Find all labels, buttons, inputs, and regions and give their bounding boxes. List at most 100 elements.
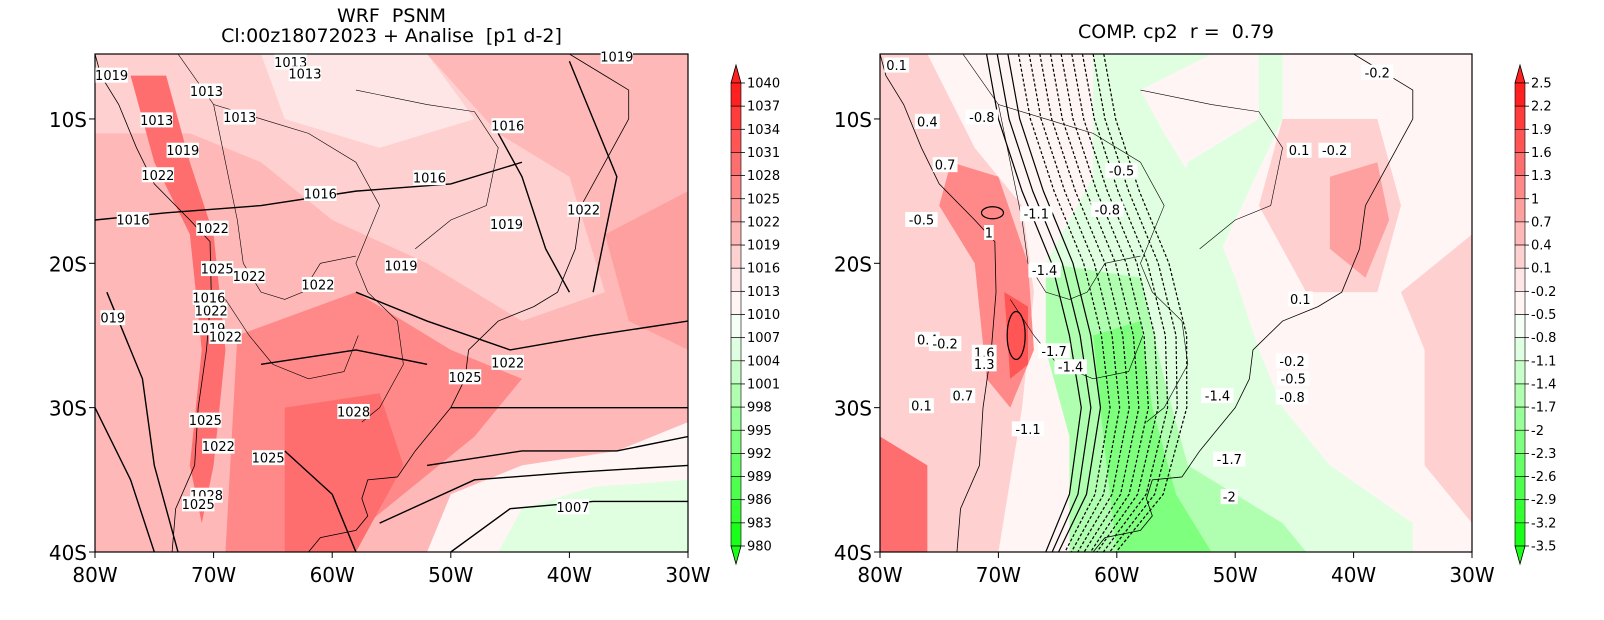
contour-label-bg	[971, 344, 997, 360]
contour-label-bg	[965, 109, 999, 125]
contour-line-0	[985, 54, 1082, 552]
contour-label: -0.2	[1279, 355, 1304, 370]
contour-ring-south	[1006, 310, 1026, 361]
colorbar-label: 995	[747, 424, 772, 439]
contour-label: 1013	[223, 111, 256, 126]
map-field	[95, 54, 688, 552]
contour-label: 1019	[600, 50, 633, 65]
contour-label-bg	[1361, 64, 1394, 80]
contour-line-7	[568, 60, 618, 293]
contour-label: 1022	[233, 270, 266, 285]
colorbar-segment	[1514, 522, 1526, 547]
contour-label-bg	[181, 496, 215, 512]
contour-label-bg	[189, 412, 222, 428]
colorbar-bottom-arrow	[1514, 545, 1526, 566]
contour-label-bg	[1275, 389, 1309, 405]
colorbar-label: -1.4	[1531, 377, 1556, 392]
colorbar-label: 1016	[747, 262, 780, 277]
colorbar-label: 1013	[747, 285, 780, 300]
colorbar-label: 1037	[747, 100, 780, 115]
contour-label-bg	[567, 201, 600, 217]
colorbar-label: 2.5	[1531, 77, 1552, 92]
contour-label: 1016	[304, 188, 337, 203]
colorbar-segment	[1514, 429, 1526, 454]
contour-label: 1022	[567, 203, 600, 218]
colorbar-segment	[730, 314, 742, 338]
contour-label-bg	[491, 354, 524, 370]
contour-line-7	[1060, 54, 1150, 552]
contour-label: 0.4	[917, 115, 938, 130]
contour-label: -0.8	[1095, 203, 1120, 218]
colorbar-segment	[1514, 244, 1526, 269]
field-positive-core	[1004, 292, 1028, 379]
border-line-3	[355, 89, 499, 250]
contour-label: 1016	[491, 120, 524, 135]
colorbar-segment	[730, 453, 742, 477]
contour-label-bg	[1054, 359, 1087, 375]
field-band-southeast-low	[498, 479, 688, 552]
contour-ring-north	[980, 206, 1005, 220]
colorbar-segment	[1514, 198, 1526, 223]
colorbar-segment	[730, 499, 742, 524]
contour-label-bg	[140, 112, 173, 128]
colorbar-segment	[730, 175, 742, 200]
colorbar-label: -2.3	[1531, 447, 1556, 462]
colorbar-label: 1028	[747, 169, 780, 184]
border-line-3	[1140, 89, 1283, 250]
contour-label-bg	[1028, 262, 1061, 278]
contour-label: -1.7	[1041, 345, 1066, 360]
contour-line-11	[1103, 54, 1188, 552]
contour-line-1	[996, 54, 1092, 552]
colorbar-segment	[730, 129, 742, 153]
colorbar-segment	[1514, 476, 1526, 500]
contour-label: 1025	[252, 452, 285, 467]
colorbar-label: 983	[747, 516, 772, 531]
left-title-line1: WRF PSNM	[336, 5, 447, 27]
contour-label: 1016	[192, 291, 225, 306]
lat-tick-label: 30S	[834, 397, 872, 421]
contour-label-bg	[1091, 201, 1124, 217]
contour-line-3	[1017, 54, 1111, 552]
colorbar-segment	[730, 244, 742, 269]
left-title-line2: Cl:00z18072023 + Analise [p1 d-2]	[221, 25, 562, 47]
lon-tick-label: 80W	[72, 563, 117, 587]
coastline-east	[308, 54, 630, 552]
contour-label: -1.1	[1015, 423, 1040, 438]
contour-label: 1019	[490, 218, 523, 233]
right-map-panel: COMP. cp2 r = 0.79 0.1 -0.2 0.4 -0.8 0.1 -0.2…	[800, 0, 1604, 620]
colorbar-segment	[1514, 383, 1526, 408]
field-negative-outer	[939, 54, 1413, 552]
contour-line-10	[1092, 54, 1178, 552]
contour-label-bg	[1286, 142, 1312, 158]
contour-label: 1022	[196, 222, 229, 237]
colorbar-label: 992	[747, 447, 772, 462]
colorbar-label: 1.3	[1531, 169, 1552, 184]
colorbar-segment	[1514, 406, 1526, 431]
colorbar-label: 0.4	[1531, 239, 1552, 254]
contour-label: 1022	[301, 278, 334, 293]
lat-tick-label: 40S	[49, 541, 87, 565]
contour-line-10	[284, 450, 357, 552]
contour-line-6	[1049, 54, 1140, 552]
lon-tick-label: 70W	[191, 563, 236, 587]
contour-label: -0.5	[1281, 372, 1306, 387]
lon-tick-label: 30W	[665, 563, 710, 587]
contour-label-bg	[200, 261, 234, 277]
lon-tick-label: 60W	[310, 563, 355, 587]
colorbar-segment	[1514, 267, 1526, 292]
field-positive-southwest	[880, 436, 928, 552]
contour-label: 0.1	[886, 59, 907, 74]
right-map-chart: 0.1 -0.2 0.4 -0.8 0.1 -0.2 0.7 -0.5 -0.5 -1.1 -0.8…	[834, 53, 1556, 587]
colorbar-bottom-arrow	[730, 545, 742, 566]
contour-label-bg	[971, 356, 997, 372]
contour-label-bg	[274, 54, 307, 70]
contour-label: 1016	[116, 214, 149, 229]
contour-label: 0.1	[1290, 293, 1311, 308]
colorbar-label: 1034	[747, 123, 780, 138]
contour-label-bg	[1318, 142, 1351, 158]
contour-label: -0.2	[1365, 66, 1390, 81]
contour-label-bg	[490, 216, 523, 232]
colorbar-label: 980	[747, 540, 772, 555]
lat-tick-label: 10S	[49, 108, 87, 132]
contour-label-bg	[100, 310, 126, 326]
